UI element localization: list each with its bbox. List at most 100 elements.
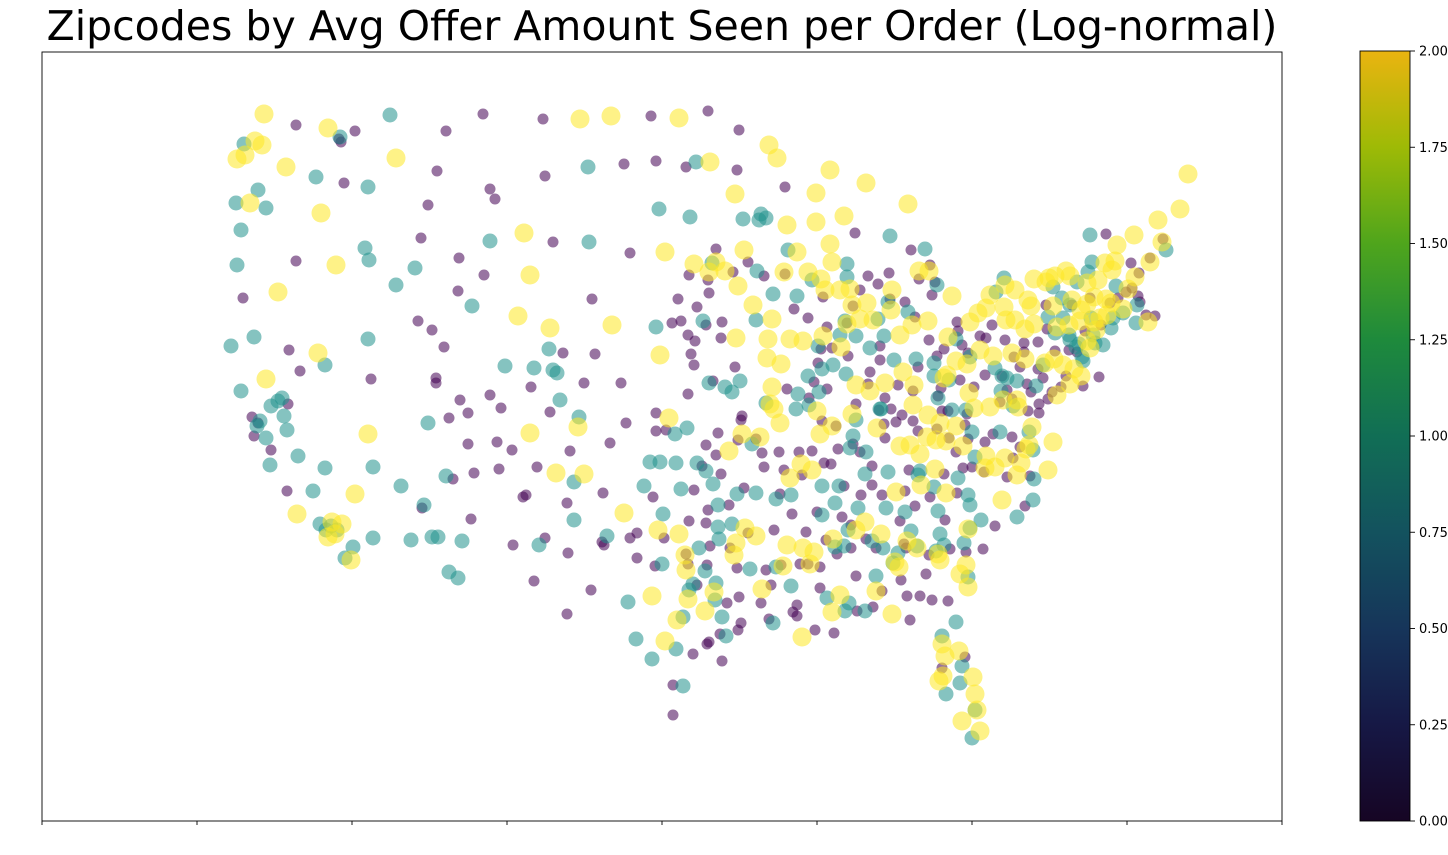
- colorbar-tick-label: 0.50: [1419, 622, 1448, 637]
- scatter-point: [918, 311, 938, 331]
- scatter-point: [1118, 279, 1138, 299]
- scatter-point: [930, 503, 946, 519]
- scatter-point: [349, 125, 361, 137]
- scatter-point: [452, 285, 464, 297]
- scatter-point: [986, 319, 998, 331]
- chart-title: Zipcodes by Avg Offer Amount Seen per Or…: [46, 2, 1278, 50]
- scatter-point: [767, 148, 787, 168]
- scatter-point: [1125, 257, 1137, 269]
- scatter-point: [868, 568, 884, 584]
- scatter-point: [995, 275, 1015, 295]
- scatter-point: [699, 262, 719, 282]
- scatter-point: [890, 416, 902, 428]
- scatter-point: [959, 383, 979, 403]
- scatter-point: [547, 236, 559, 248]
- scatter-point: [743, 295, 763, 315]
- scatter-point: [866, 581, 886, 601]
- scatter-point: [585, 584, 597, 596]
- scatter-point: [892, 379, 904, 391]
- scatter-point: [252, 135, 272, 155]
- scatter-point: [876, 328, 892, 344]
- scatter-point: [735, 518, 755, 538]
- scatter-point: [597, 487, 609, 499]
- scatter-point: [287, 504, 307, 524]
- scatter-point: [1124, 225, 1144, 245]
- scatter-point: [507, 539, 519, 551]
- scatter-point: [777, 215, 797, 235]
- scatter-point: [531, 537, 547, 553]
- scatter-point: [618, 158, 630, 170]
- scatter-point: [832, 443, 844, 455]
- scatter-point: [831, 478, 847, 494]
- scatter-point: [970, 721, 990, 741]
- scatter-point: [365, 530, 381, 546]
- scatter-point: [311, 203, 331, 223]
- scatter-point: [917, 241, 933, 257]
- scatter-point: [233, 222, 249, 238]
- scatter-point: [704, 540, 716, 552]
- scatter-point: [735, 414, 747, 426]
- scatter-point: [710, 497, 726, 513]
- scatter-point: [942, 286, 962, 306]
- scatter-point: [1009, 509, 1025, 525]
- scatter-point: [818, 457, 830, 469]
- scatter-point: [919, 261, 939, 281]
- scatter-point: [1018, 337, 1030, 349]
- scatter-point: [1152, 232, 1172, 252]
- scatter-point: [675, 678, 691, 694]
- scatter-point: [848, 328, 864, 344]
- scatter-point: [704, 582, 724, 602]
- scatter-point: [407, 260, 423, 276]
- colorbar-tick-label: 0.75: [1419, 526, 1448, 541]
- scatter-point: [770, 413, 790, 433]
- scatter-point: [735, 617, 747, 629]
- scatter-point: [276, 157, 296, 177]
- scatter-point: [620, 594, 636, 610]
- scatter-point: [685, 576, 701, 592]
- scatter-point: [946, 351, 966, 371]
- scatter-point: [925, 459, 945, 479]
- scatter-point: [1107, 235, 1127, 255]
- scatter-point: [964, 398, 984, 418]
- scatter-point: [265, 444, 277, 456]
- scatter-point: [999, 334, 1011, 346]
- scatter-point: [1002, 343, 1022, 363]
- scatter-point: [839, 256, 855, 272]
- colorbar-tick-label: 0.00: [1419, 815, 1448, 830]
- scatter-point: [1077, 331, 1097, 351]
- scatter-point: [771, 354, 791, 374]
- scatter-point: [687, 648, 699, 660]
- scatter-point: [679, 420, 695, 436]
- scatter-point: [880, 464, 896, 480]
- scatter-point: [258, 430, 274, 446]
- scatter-point: [889, 557, 909, 577]
- scatter-point: [290, 119, 302, 131]
- scatter-point: [506, 444, 518, 456]
- scatter-point: [742, 561, 758, 577]
- scatter-point: [930, 550, 950, 570]
- scatter-point: [636, 478, 652, 494]
- scatter-point: [914, 590, 926, 602]
- scatter-point: [973, 512, 989, 528]
- scatter-point: [930, 413, 950, 433]
- scatter-point: [254, 104, 274, 124]
- scatter-point: [1140, 252, 1160, 272]
- scatter-point: [701, 375, 717, 391]
- scatter-point: [415, 232, 427, 244]
- scatter-point: [604, 437, 616, 449]
- colorbar-tick-label: 1.50: [1419, 237, 1448, 252]
- scatter-point: [624, 247, 636, 259]
- colorbar-tick-label: 1.75: [1419, 141, 1448, 156]
- scatter-point: [430, 529, 446, 545]
- scatter-point: [977, 543, 989, 555]
- scatter-point: [1019, 435, 1039, 455]
- scatter-point: [836, 511, 848, 523]
- scatter-point: [1113, 299, 1133, 319]
- scatter-point: [360, 179, 376, 195]
- scatter-point: [422, 199, 434, 211]
- scatter-point: [667, 709, 679, 721]
- scatter-point: [520, 423, 540, 443]
- scatter-point: [942, 595, 954, 607]
- scatter-point: [703, 287, 715, 299]
- scatter-point: [716, 655, 728, 667]
